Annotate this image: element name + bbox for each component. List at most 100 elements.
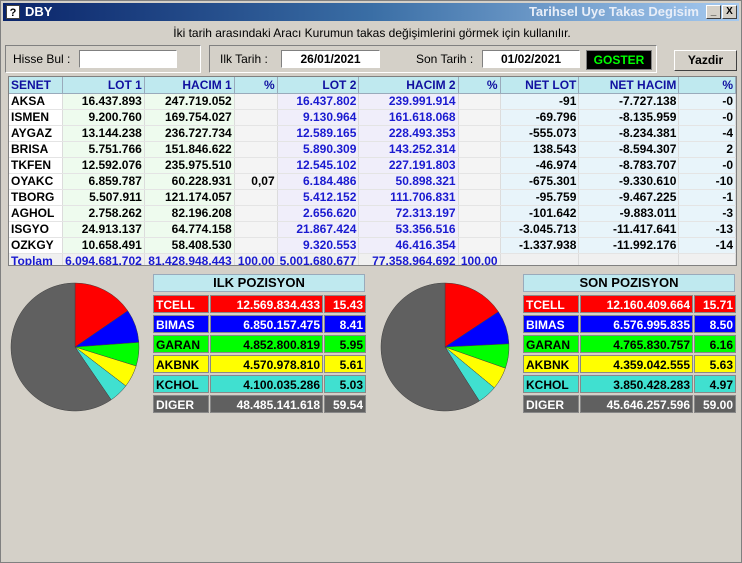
table-cell: -101.642 (500, 205, 580, 222)
takas-grid[interactable]: SENET LOT 1 HACIM 1% LOT 2 HACIM 2% NET LOT NE… (8, 76, 737, 266)
legend-row-akbnk: AKBNK 4.570.978.810 5.61 (153, 355, 366, 374)
total-cell: 100,00 (234, 253, 278, 265)
legend-row-bimas: BIMAS 6.576.995.835 8.50 (523, 315, 736, 334)
son-pozisyon-title: SON POZISYON (523, 274, 735, 292)
table-cell: 12.592.076 (62, 157, 145, 174)
pie-slice-diger (380, 282, 480, 412)
total-row: Toplam 6.094.681.702 81.428.948.443 100,00 5… (9, 253, 736, 265)
table-cell: -7.727.138 (578, 93, 680, 110)
table-cell: ISMEN (9, 109, 64, 126)
legend-row-diger: DIGER 48.485.141.618 59.54 (153, 395, 366, 414)
table-row[interactable]: ISGYO 24.913.137 64.774.158 21.867.424 53.35… (9, 221, 736, 238)
son-tarih-field[interactable]: 01/02/2021 (482, 50, 580, 68)
pie-slice-tcell (444, 282, 499, 348)
table-cell (234, 141, 278, 158)
table-cell: TBORG (9, 189, 64, 206)
table-cell (458, 205, 501, 222)
table-cell: 121.174.057 (144, 189, 235, 206)
grid-header-cell[interactable]: LOT 1 (62, 77, 145, 94)
table-row[interactable]: BRISA 5.751.766 151.846.622 5.890.309 143.25… (9, 141, 736, 158)
table-cell: -9.330.610 (578, 173, 680, 190)
legend-name: AKBNK (523, 355, 579, 373)
total-cell (578, 253, 680, 265)
table-cell: -95.759 (500, 189, 580, 206)
goster-button[interactable]: GOSTER (586, 50, 652, 70)
legend-row-kchol: KCHOL 4.100.035.286 5.03 (153, 375, 366, 394)
legend-name: DIGER (153, 395, 209, 413)
info-text: İki tarih arasındaki Aracı Kurumun takas… (173, 26, 571, 40)
table-cell: -3.045.713 (500, 221, 580, 238)
grid-header-cell[interactable]: HACIM 1 (144, 77, 235, 94)
grid-header-cell[interactable]: NET HACIM (578, 77, 680, 94)
table-cell: 161.618.068 (358, 109, 459, 126)
table-cell: 13.144.238 (62, 125, 145, 142)
table-row[interactable]: OYAKC 6.859.787 60.228.931 0,07 6.184.486 50.… (9, 173, 736, 190)
legend-value: 4.359.042.555 (580, 355, 693, 373)
legend-pct: 5.61 (324, 355, 366, 373)
grid-header-cell[interactable]: HACIM 2 (358, 77, 459, 94)
grid-header-cell[interactable]: % (678, 77, 736, 94)
legend-pct: 59.00 (694, 395, 736, 413)
table-cell: 169.754.027 (144, 109, 235, 126)
table-cell: 2.758.262 (62, 205, 145, 222)
table-cell: -9.883.011 (578, 205, 680, 222)
table-cell: 5.890.309 (277, 141, 360, 158)
legend-name: KCHOL (153, 375, 209, 393)
table-cell: 0,07 (234, 173, 278, 190)
grid-header-cell[interactable]: NET LOT (500, 77, 580, 94)
table-cell: -8.594.307 (578, 141, 680, 158)
grid-header-cell[interactable]: % (458, 77, 501, 94)
grid-header-cell[interactable]: % (234, 77, 278, 94)
table-cell (234, 189, 278, 206)
table-cell (458, 125, 501, 142)
legend-value: 4.570.978.810 (210, 355, 323, 373)
table-row[interactable]: AKSA 16.437.893 247.719.052 16.437.802 239.9… (9, 93, 736, 110)
legend-value: 45.646.257.596 (580, 395, 693, 413)
ilk-pozisyon-pie-chart (10, 282, 140, 412)
table-cell: -555.073 (500, 125, 580, 142)
grid-header-cell[interactable]: SENET (9, 77, 64, 94)
legend-row-tcell: TCELL 12.160.409.664 15.71 (523, 295, 736, 314)
grid-header-cell[interactable]: LOT 2 (277, 77, 360, 94)
title-bar[interactable]: ? DBY Tarihsel Uye Takas Degisim _ X (3, 3, 739, 21)
table-cell (458, 93, 501, 110)
table-cell: 5.751.766 (62, 141, 145, 158)
table-cell (458, 157, 501, 174)
legend-name: AKBNK (153, 355, 209, 373)
table-cell: 143.252.314 (358, 141, 459, 158)
legend-value: 48.485.141.618 (210, 395, 323, 413)
window-subtitle: Tarihsel Uye Takas Degisim (528, 4, 699, 19)
table-cell: 60.228.931 (144, 173, 235, 190)
legend-row-tcell: TCELL 12.569.834.433 15.43 (153, 295, 366, 314)
table-cell: -8.783.707 (578, 157, 680, 174)
table-row[interactable]: OZKGY 10.658.491 58.408.530 9.320.553 46.416… (9, 237, 736, 254)
hisse-search-input[interactable] (79, 50, 177, 68)
total-cell: Toplam (9, 253, 64, 265)
legend-pct: 5.63 (694, 355, 736, 373)
table-cell (458, 173, 501, 190)
table-row[interactable]: AGHOL 2.758.262 82.196.208 2.656.620 72.313.… (9, 205, 736, 222)
grid-body: AKSA 16.437.893 247.719.052 16.437.802 239.9… (9, 93, 736, 265)
table-row[interactable]: TBORG 5.507.911 121.174.057 5.412.152 111.70… (9, 189, 736, 206)
table-cell: 151.846.622 (144, 141, 235, 158)
minimize-button[interactable]: _ (706, 5, 721, 19)
table-row[interactable]: TKFEN 12.592.076 235.975.510 12.545.102 227.… (9, 157, 736, 174)
table-row[interactable]: AYGAZ 13.144.238 236.727.734 12.589.165 228.… (9, 125, 736, 142)
table-cell: -9.467.225 (578, 189, 680, 206)
table-cell: -8.135.959 (578, 109, 680, 126)
legend-name: BIMAS (523, 315, 579, 333)
legend-value: 4.100.035.286 (210, 375, 323, 393)
legend-name: TCELL (153, 295, 209, 313)
legend-pct: 4.97 (694, 375, 736, 393)
total-cell: 77.358.964.692 (358, 253, 459, 265)
ilk-tarih-field[interactable]: 26/01/2021 (281, 50, 380, 68)
yazdir-button[interactable]: Yazdir (674, 50, 737, 71)
table-cell: -1 (678, 189, 736, 206)
table-cell: -46.974 (500, 157, 580, 174)
table-cell: 12.589.165 (277, 125, 360, 142)
close-button[interactable]: X (722, 5, 737, 19)
total-cell: 6.094.681.702 (62, 253, 145, 265)
table-cell: 6.859.787 (62, 173, 145, 190)
table-cell: -13 (678, 221, 736, 238)
table-row[interactable]: ISMEN 9.200.760 169.754.027 9.130.964 161.61… (9, 109, 736, 126)
